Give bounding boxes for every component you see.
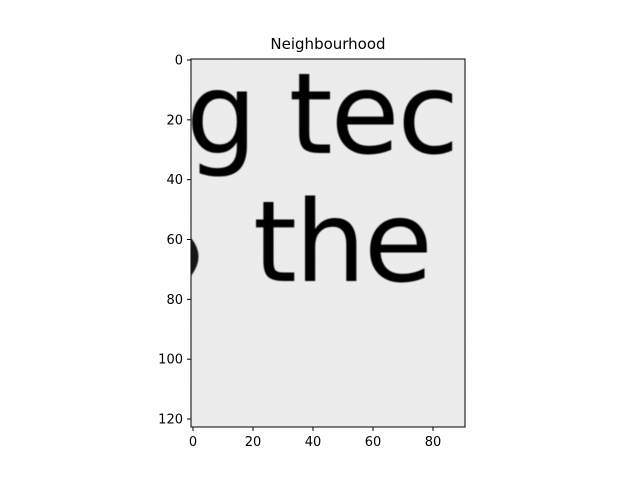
axes-frame	[190, 58, 466, 428]
y-tick-label: 80	[166, 293, 183, 308]
y-tick-label: 20	[166, 113, 183, 128]
chart-title: Neighbourhood	[270, 35, 385, 53]
y-tick-label: 120	[158, 413, 183, 428]
y-tick-label: 60	[166, 233, 183, 248]
x-axis: 0 20 40 60 80	[189, 427, 441, 450]
y-tick-label: 100	[158, 353, 183, 368]
x-tick-label: 80	[425, 435, 442, 450]
x-tick-label: 20	[245, 435, 262, 450]
text-line-1: g tec	[186, 50, 457, 180]
paper-background	[191, 59, 465, 427]
y-tick-label: 0	[175, 54, 183, 69]
text-line-2: the	[253, 178, 431, 308]
y-tick-label: 40	[166, 173, 183, 188]
x-tick-label: 0	[189, 435, 197, 450]
image-panel: g tec the	[186, 50, 465, 427]
y-axis: 0 20 40 60 80 100 120	[158, 54, 191, 428]
x-tick-label: 60	[365, 435, 382, 450]
x-tick-label: 40	[305, 435, 322, 450]
partial-glyph-left	[191, 238, 199, 276]
